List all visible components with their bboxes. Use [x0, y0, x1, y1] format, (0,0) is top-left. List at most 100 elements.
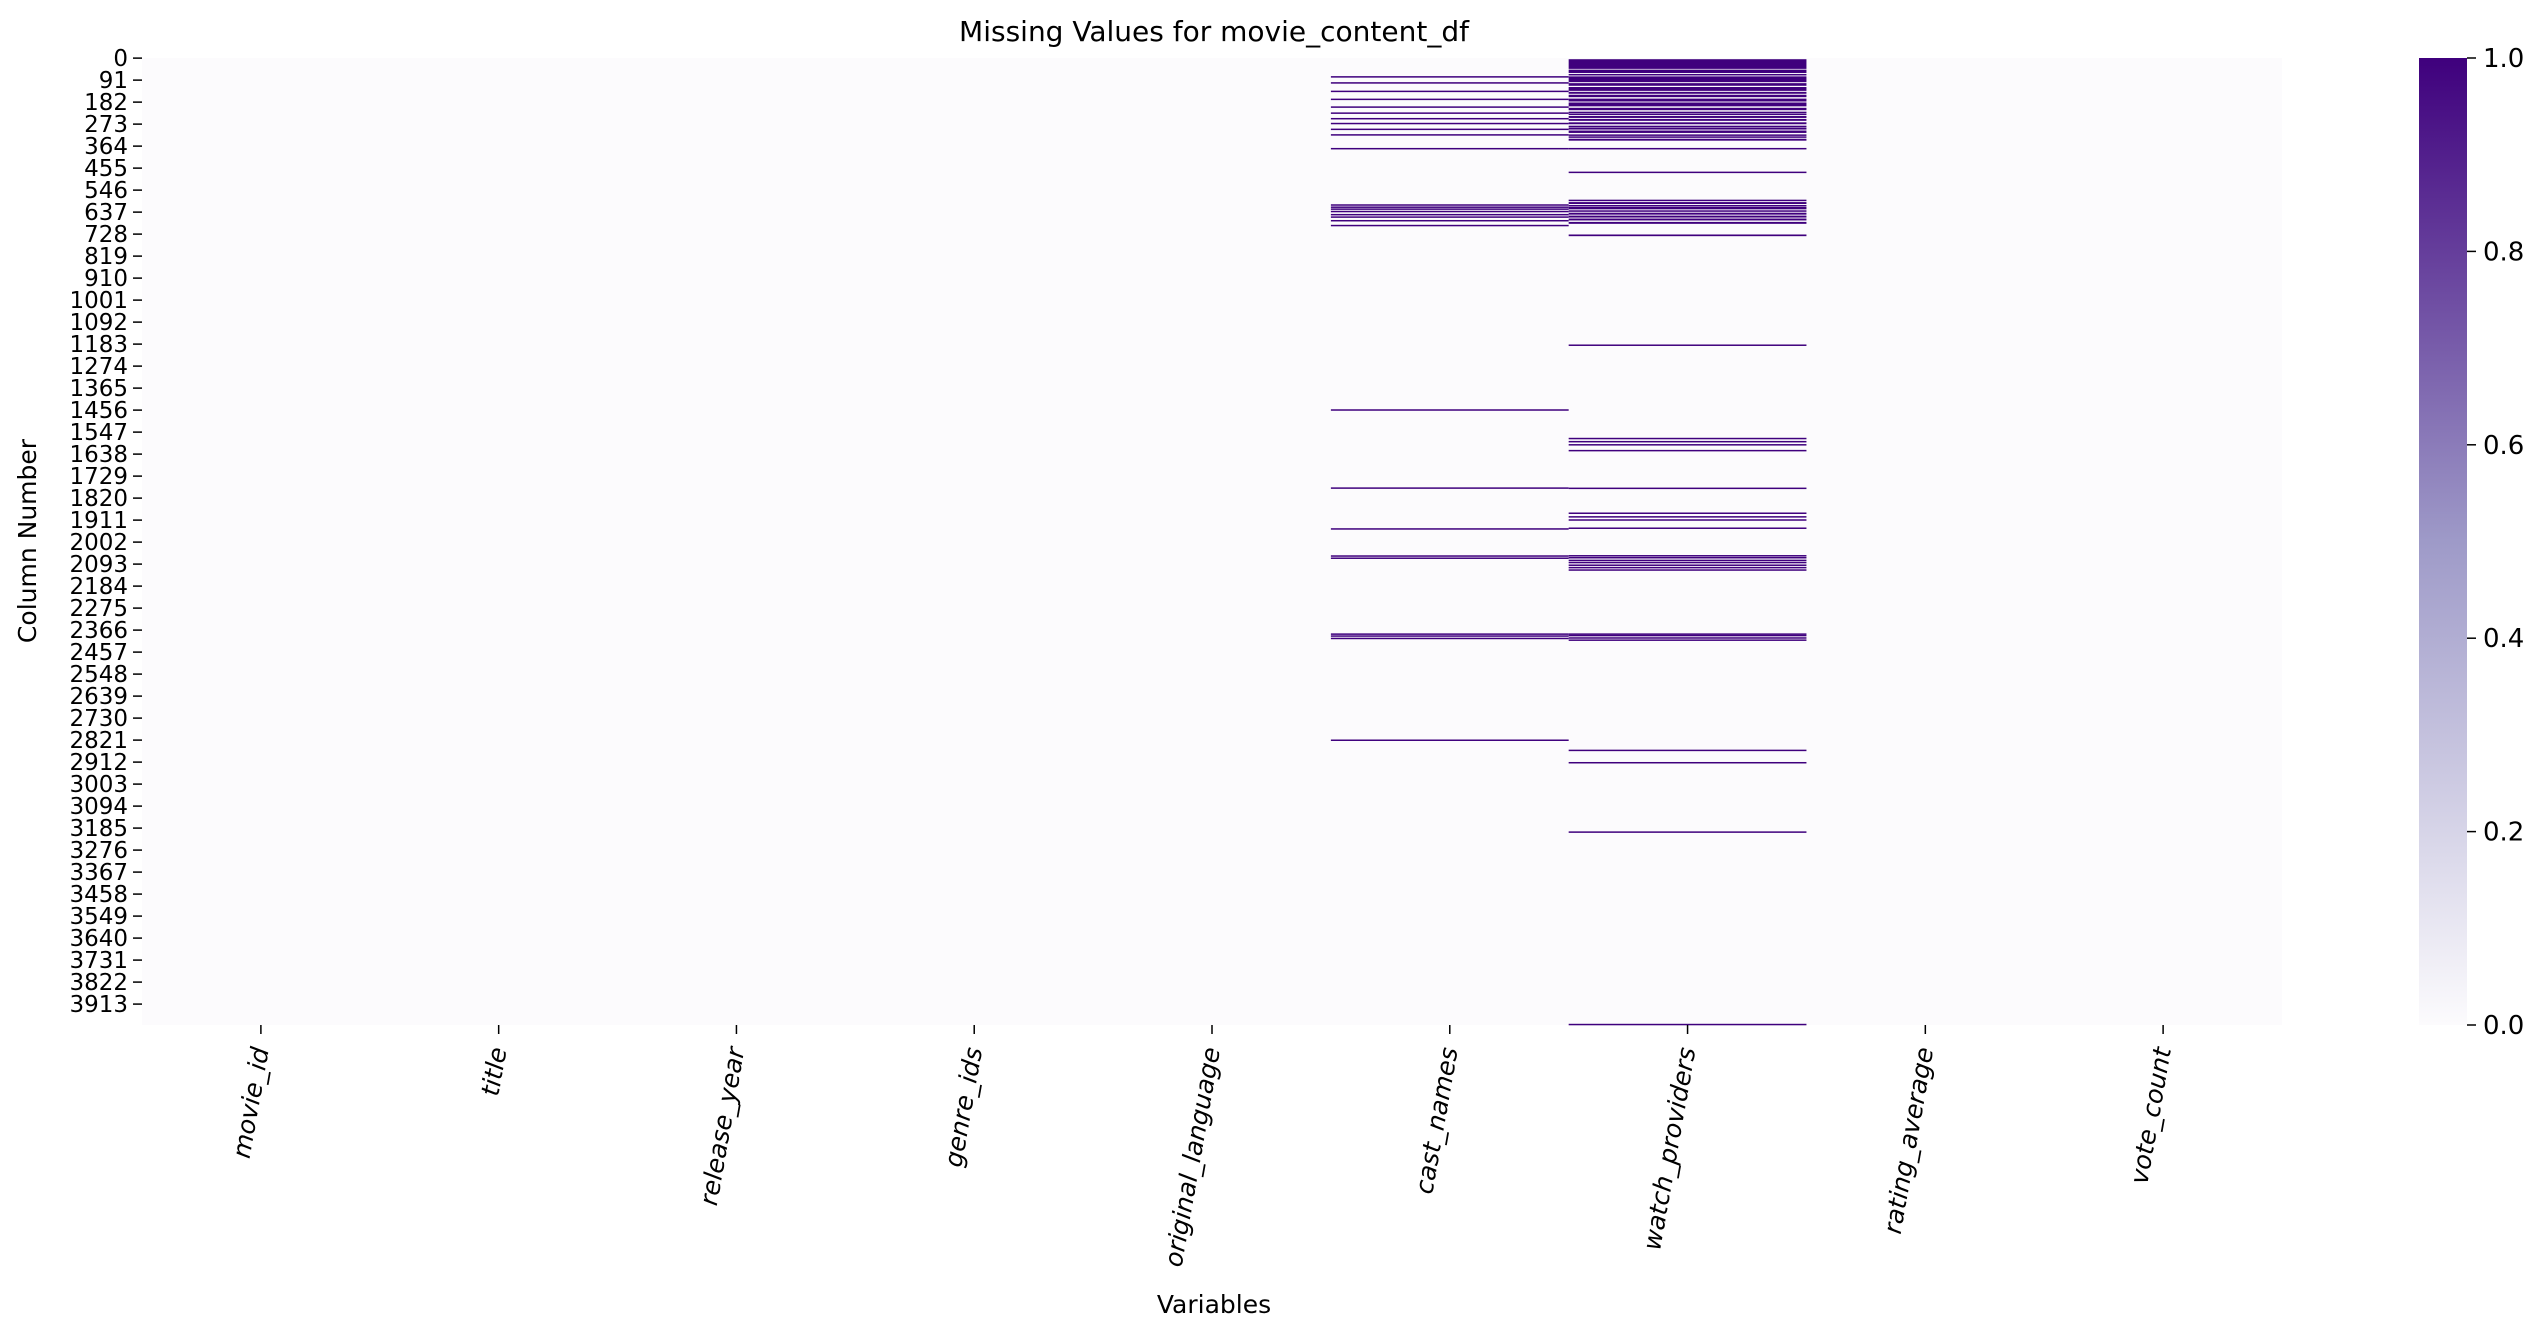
- missing-cell-watch_providers: [1568, 122, 1807, 125]
- colorbar: [2419, 58, 2467, 1025]
- y-tick-label: 364: [84, 134, 128, 160]
- missing-cell-cast_names: [1330, 637, 1569, 640]
- missing-cell-watch_providers: [1568, 147, 1807, 150]
- x-tick-label-original_language: original_language: [1159, 1045, 1226, 1269]
- missing-cell-cast_names: [1330, 739, 1569, 741]
- x-tick-label-vote_count: vote_count: [2124, 1044, 2177, 1186]
- colorbar-tick-label: 0.0: [2483, 1011, 2524, 1041]
- missing-cell-watch_providers: [1568, 633, 1807, 635]
- missing-cell-watch_providers: [1568, 76, 1807, 83]
- y-tick-label: 819: [84, 244, 128, 270]
- missing-cell-watch_providers: [1568, 487, 1807, 490]
- missing-cell-watch_providers: [1568, 107, 1807, 111]
- missing-cell-watch_providers: [1568, 113, 1807, 116]
- missing-cell-cast_names: [1330, 409, 1569, 411]
- colorbar-tick-label: 1.0: [2483, 44, 2524, 74]
- y-axis-label: Column Number: [13, 438, 42, 643]
- missing-cell-watch_providers: [1568, 559, 1807, 562]
- missing-cell-watch_providers: [1568, 111, 1807, 114]
- y-tick-label: 1820: [69, 486, 128, 512]
- missing-cell-watch_providers: [1568, 437, 1807, 440]
- missing-cell-watch_providers: [1568, 94, 1807, 98]
- y-tick-label: 1365: [69, 376, 128, 402]
- y-tick-label: 1183: [69, 332, 128, 358]
- x-tick-label-title: title: [476, 1045, 513, 1098]
- y-tick-label: 3640: [69, 926, 128, 952]
- y-tick-label: 3276: [69, 838, 128, 864]
- missing-cell-watch_providers: [1568, 516, 1807, 518]
- y-tick-label: 2457: [69, 640, 128, 666]
- missing-cell-cast_names: [1330, 557, 1569, 559]
- y-axis-ticks: 0911822733644555466377288199101001109211…: [69, 46, 142, 1018]
- y-tick-label: 2821: [69, 728, 128, 754]
- x-tick-label-release_year: release_year: [694, 1043, 751, 1207]
- missing-cell-cast_names: [1330, 206, 1569, 208]
- chart-title: Missing Values for movie_content_df: [959, 15, 1470, 48]
- missing-cell-watch_providers: [1568, 440, 1807, 443]
- y-tick-label: 1456: [69, 398, 128, 424]
- y-tick-label: 91: [99, 68, 128, 94]
- missing-cell-watch_providers: [1568, 199, 1807, 202]
- missing-cell-cast_names: [1330, 210, 1569, 213]
- missing-cell-watch_providers: [1568, 761, 1807, 764]
- missing-cell-cast_names: [1330, 528, 1569, 530]
- missing-cell-cast_names: [1330, 219, 1569, 222]
- missing-cell-watch_providers: [1568, 569, 1807, 571]
- y-tick-label: 0: [113, 46, 128, 72]
- missing-cell-cast_names: [1330, 122, 1569, 125]
- y-tick-label: 3731: [69, 948, 128, 974]
- missing-cell-watch_providers: [1568, 566, 1807, 569]
- y-tick-label: 2730: [69, 706, 128, 732]
- missing-cell-watch_providers: [1568, 127, 1807, 130]
- missing-cell-watch_providers: [1568, 555, 1807, 557]
- colorbar-tick-label: 0.4: [2483, 624, 2524, 654]
- x-axis-ticks: movie_id title release_year genre_ids origin…: [227, 1025, 2177, 1269]
- y-tick-label: 3549: [69, 904, 128, 930]
- y-tick-label: 2639: [69, 684, 128, 710]
- y-tick-label: 2275: [69, 596, 128, 622]
- heatmap-plot-area: [142, 58, 2282, 1025]
- missing-cell-watch_providers: [1568, 204, 1807, 207]
- missing-cell-watch_providers: [1568, 637, 1807, 639]
- y-tick-label: 2548: [69, 662, 128, 688]
- colorbar-tick-label: 0.6: [2483, 431, 2524, 461]
- y-tick-label: 3822: [69, 970, 128, 996]
- missing-cell-watch_providers: [1568, 202, 1807, 205]
- missing-cell-watch_providers: [1568, 136, 1807, 138]
- missing-cell-watch_providers: [1568, 206, 1807, 210]
- missing-cell-cast_names: [1330, 147, 1569, 150]
- missing-cell-watch_providers: [1568, 449, 1807, 452]
- missing-cell-watch_providers: [1568, 218, 1807, 221]
- missing-cell-watch_providers: [1568, 512, 1807, 514]
- missing-cell-watch_providers: [1568, 639, 1807, 641]
- missing-cell-watch_providers: [1568, 125, 1807, 128]
- colorbar-tick-label: 0.2: [2483, 818, 2524, 848]
- y-tick-label: 1911: [69, 508, 128, 534]
- y-tick-label: 3913: [69, 992, 128, 1018]
- y-tick-label: 1729: [69, 464, 128, 490]
- missing-cell-watch_providers: [1568, 91, 1807, 94]
- missing-cell-watch_providers: [1568, 210, 1807, 212]
- missing-cell-cast_names: [1330, 204, 1569, 206]
- y-tick-label: 3367: [69, 860, 128, 886]
- missing-cell-watch_providers: [1568, 527, 1807, 529]
- y-tick-label: 728: [84, 222, 128, 248]
- missing-cell-cast_names: [1330, 633, 1569, 635]
- y-tick-label: 2002: [69, 530, 128, 556]
- y-tick-label: 1274: [69, 354, 128, 380]
- missing-cell-cast_names: [1330, 555, 1569, 557]
- missing-cell-watch_providers: [1568, 444, 1807, 446]
- y-tick-label: 1547: [69, 420, 128, 446]
- missing-cell-watch_providers: [1568, 130, 1807, 133]
- x-axis-label: Variables: [1157, 1290, 1271, 1319]
- x-tick-label-genre_ids: genre_ids: [939, 1045, 989, 1169]
- missing-cell-watch_providers: [1568, 102, 1807, 107]
- missing-cell-watch_providers: [1568, 634, 1807, 637]
- y-tick-label: 455: [84, 156, 128, 182]
- missing-cell-watch_providers: [1568, 749, 1807, 752]
- missing-cell-cast_names: [1330, 90, 1569, 93]
- colorbar-ticks: 0.0 0.2 0.4 0.6 0.8 1.0: [2467, 44, 2524, 1041]
- missing-cell-cast_names: [1330, 98, 1569, 101]
- missing-cell-watch_providers: [1568, 118, 1807, 121]
